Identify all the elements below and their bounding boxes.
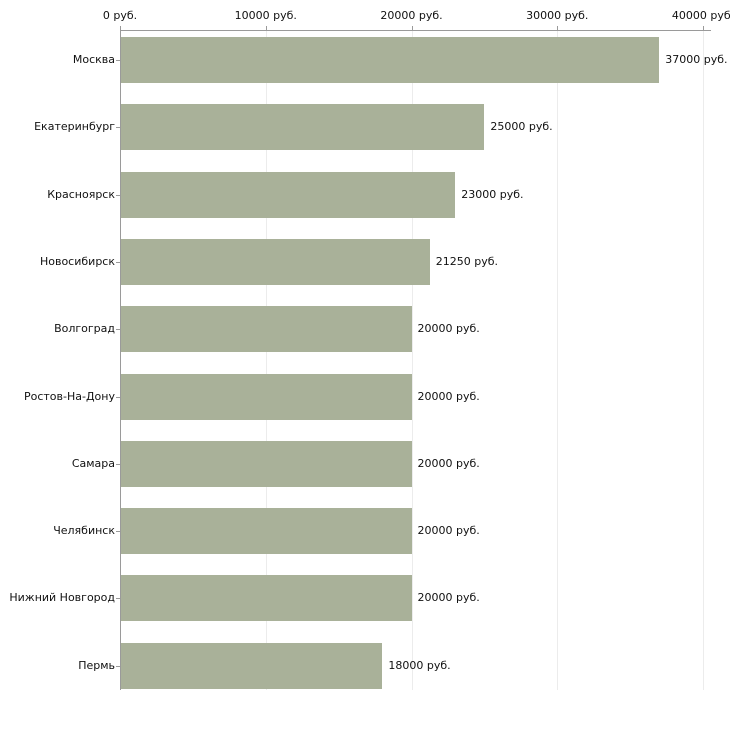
- category-label: Ростов-На-Дону: [23, 389, 115, 403]
- y-axis-tick: [116, 598, 120, 600]
- category-label: Пермь: [78, 658, 115, 672]
- value-label: 20000 руб.: [417, 524, 480, 538]
- bar: [120, 373, 412, 420]
- x-gridline: [265, 30, 267, 690]
- y-axis-tick: [116, 396, 120, 398]
- y-axis-tick: [116, 261, 120, 263]
- category-label: Москва: [72, 53, 115, 66]
- category-label: Красноярск: [47, 187, 115, 201]
- x-axis-tick: [265, 26, 267, 30]
- x-axis-tick: [411, 26, 413, 30]
- bar: [120, 171, 456, 218]
- x-axis-tick: [703, 26, 704, 30]
- bar: [120, 508, 412, 555]
- x-axis-tick-label: 30000 руб.: [526, 9, 589, 22]
- x-axis-tick-label: 0 руб.: [102, 9, 138, 22]
- bar: [120, 104, 485, 151]
- x-axis-tick-label: 10000 руб.: [234, 9, 297, 22]
- x-gridline: [703, 30, 704, 690]
- y-axis-line: [120, 30, 121, 690]
- y-axis-tick: [116, 665, 120, 667]
- bar: [120, 642, 383, 689]
- value-label: 25000 руб.: [490, 120, 553, 134]
- x-axis-tick: [557, 26, 559, 30]
- y-axis-tick: [116, 194, 120, 196]
- category-label: Челябинск: [53, 524, 115, 538]
- x-axis-tick-label: 20000 руб.: [380, 9, 443, 22]
- value-label: 20000 руб.: [417, 389, 480, 403]
- x-axis-tick-label: 40000 руб.: [671, 9, 730, 22]
- value-label: 37000 руб.: [665, 53, 728, 66]
- x-axis-line: [120, 30, 711, 31]
- x-axis-tick: [120, 26, 121, 30]
- y-axis-tick: [116, 463, 120, 465]
- bar: [120, 440, 412, 487]
- category-label: Новосибирск: [39, 254, 115, 268]
- value-label: 20000 руб.: [417, 591, 480, 605]
- y-axis-tick: [116, 329, 120, 331]
- bar: [120, 306, 412, 353]
- y-axis-tick: [116, 127, 120, 129]
- y-axis-tick: [116, 60, 120, 61]
- value-label: 20000 руб.: [417, 322, 480, 336]
- category-label: Нижний Новгород: [9, 591, 115, 605]
- x-gridline: [557, 30, 559, 690]
- value-label: 20000 руб.: [417, 456, 480, 470]
- y-axis-tick: [116, 531, 120, 533]
- value-label: 18000 руб.: [388, 658, 451, 672]
- category-label: Самара: [71, 456, 115, 470]
- category-label: Екатеринбург: [34, 120, 115, 134]
- value-label: 21250 руб.: [435, 254, 498, 268]
- bar: [120, 37, 660, 83]
- value-label: 23000 руб.: [461, 187, 524, 201]
- bar: [120, 575, 412, 622]
- category-label: Волгоград: [54, 322, 115, 336]
- bar: [120, 238, 430, 285]
- x-gridline: [411, 30, 413, 690]
